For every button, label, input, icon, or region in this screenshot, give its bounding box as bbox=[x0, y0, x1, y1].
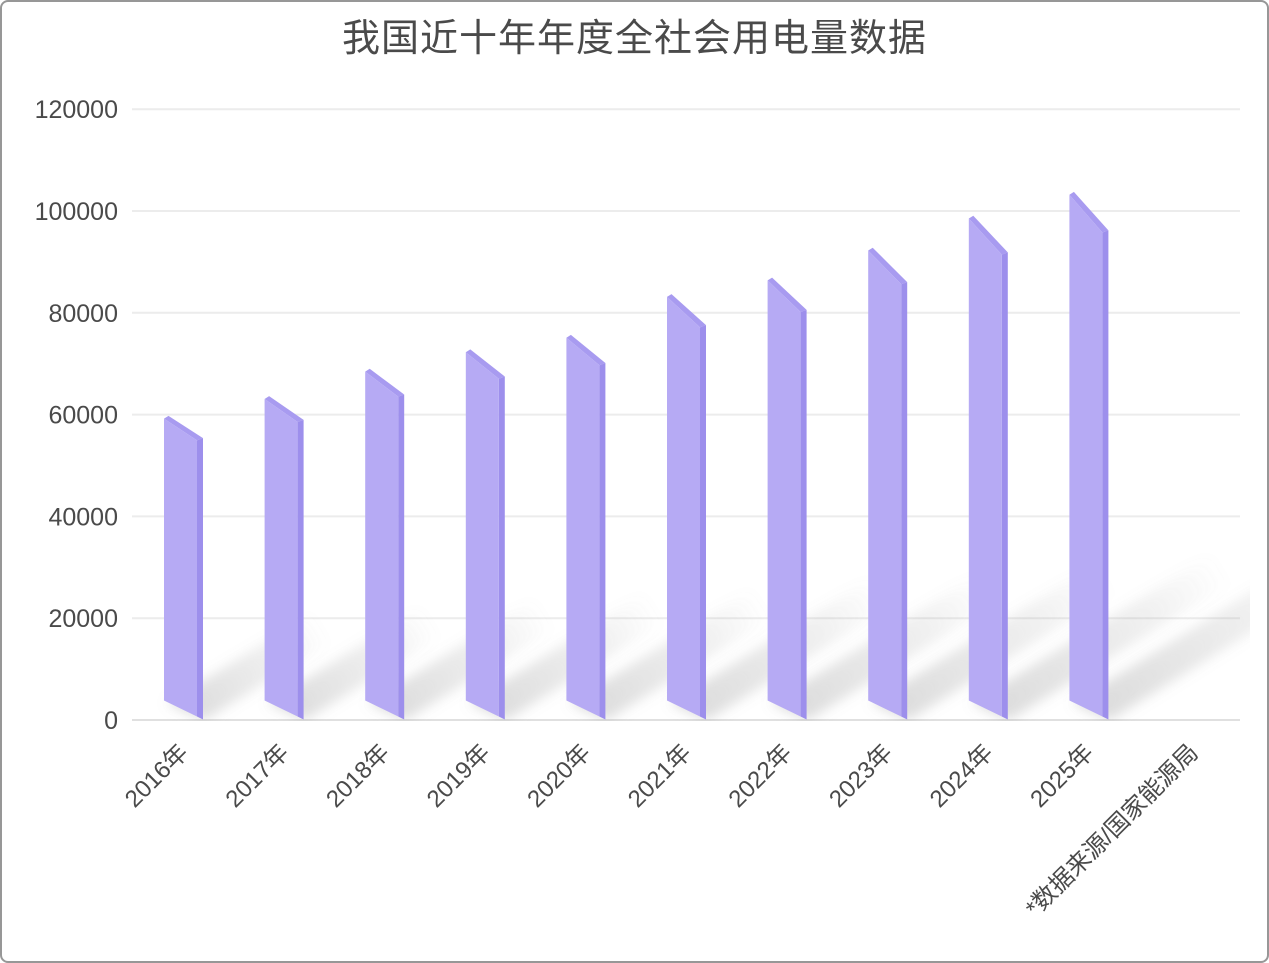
bar-side bbox=[901, 282, 908, 720]
y-tick-label-40000: 40000 bbox=[48, 503, 118, 531]
bar-top-bevel bbox=[667, 294, 706, 328]
y-tick-label-60000: 60000 bbox=[48, 402, 118, 430]
bar-shadow-2017年 bbox=[267, 607, 459, 721]
y-tick-label-0: 0 bbox=[104, 707, 118, 735]
x-tick-label-2025年: 2025年 bbox=[1025, 739, 1099, 813]
bar-2025年 bbox=[1069, 191, 1109, 720]
bar-2022年 bbox=[767, 277, 807, 720]
y-tick-label-100000: 100000 bbox=[35, 198, 118, 226]
bar-face bbox=[465, 352, 499, 717]
bar-side bbox=[297, 419, 304, 720]
x-tick-label-2023年: 2023年 bbox=[824, 739, 898, 813]
bar-side bbox=[1001, 252, 1008, 720]
y-tick-label-20000: 20000 bbox=[48, 605, 118, 633]
bar-top-bevel bbox=[365, 368, 405, 397]
bar-top-bevel bbox=[868, 247, 908, 285]
bar-side bbox=[1102, 230, 1109, 720]
bar-top-bevel bbox=[264, 396, 304, 423]
x-tick-label-2016年: 2016年 bbox=[120, 739, 194, 813]
bar-face bbox=[667, 296, 700, 717]
x-tick-label-2022年: 2022年 bbox=[724, 739, 798, 813]
bar-top-bevel bbox=[164, 415, 203, 441]
y-tick-label-80000: 80000 bbox=[48, 300, 118, 328]
bar-side bbox=[498, 376, 505, 720]
bar-side bbox=[197, 438, 203, 720]
bar-2020年 bbox=[566, 334, 606, 720]
x-tick-label-2021年: 2021年 bbox=[623, 739, 697, 813]
bar-top-bevel bbox=[1069, 191, 1109, 233]
bar-top-bevel bbox=[767, 277, 807, 313]
bar-2023年 bbox=[868, 247, 908, 720]
bar-face bbox=[264, 398, 298, 717]
bar-side bbox=[700, 325, 706, 720]
bar-side bbox=[800, 309, 807, 720]
bar-face bbox=[566, 337, 600, 717]
chart-title: 我国近十年年度全社会用电量数据 bbox=[341, 18, 927, 60]
bar-face bbox=[968, 218, 1002, 717]
bar-2021年 bbox=[667, 294, 706, 720]
bar-2019年 bbox=[465, 349, 505, 720]
bar-2017年 bbox=[264, 396, 304, 720]
bar-2018年 bbox=[365, 368, 405, 720]
bar-face bbox=[1069, 194, 1103, 717]
x-tick-label-2019年: 2019年 bbox=[422, 739, 496, 813]
bar-2024年 bbox=[968, 215, 1008, 720]
bar-side bbox=[398, 394, 405, 720]
bar-face bbox=[365, 371, 399, 717]
x-tick-label-2024年: 2024年 bbox=[925, 739, 999, 813]
bar-top-bevel bbox=[968, 215, 1008, 255]
bar-face bbox=[164, 418, 197, 717]
bar-top-bevel bbox=[566, 334, 606, 366]
shadow-layer bbox=[167, 553, 1250, 721]
x-tick-label-2018年: 2018年 bbox=[321, 739, 395, 813]
source-note-label: *数据来源/国家能源局 bbox=[1021, 739, 1204, 922]
bar-2016年 bbox=[164, 415, 203, 720]
bar-face bbox=[868, 250, 902, 717]
bar-face bbox=[767, 280, 801, 717]
y-tick-label-120000: 120000 bbox=[35, 96, 118, 124]
bar-shadow-2024年 bbox=[971, 553, 1250, 721]
bar-side bbox=[599, 363, 606, 720]
x-tick-label-2020年: 2020年 bbox=[522, 739, 596, 813]
bar-top-bevel bbox=[465, 349, 505, 379]
bar-shadow-2025年 bbox=[1072, 592, 1250, 721]
x-tick-label-2017年: 2017年 bbox=[221, 739, 295, 813]
